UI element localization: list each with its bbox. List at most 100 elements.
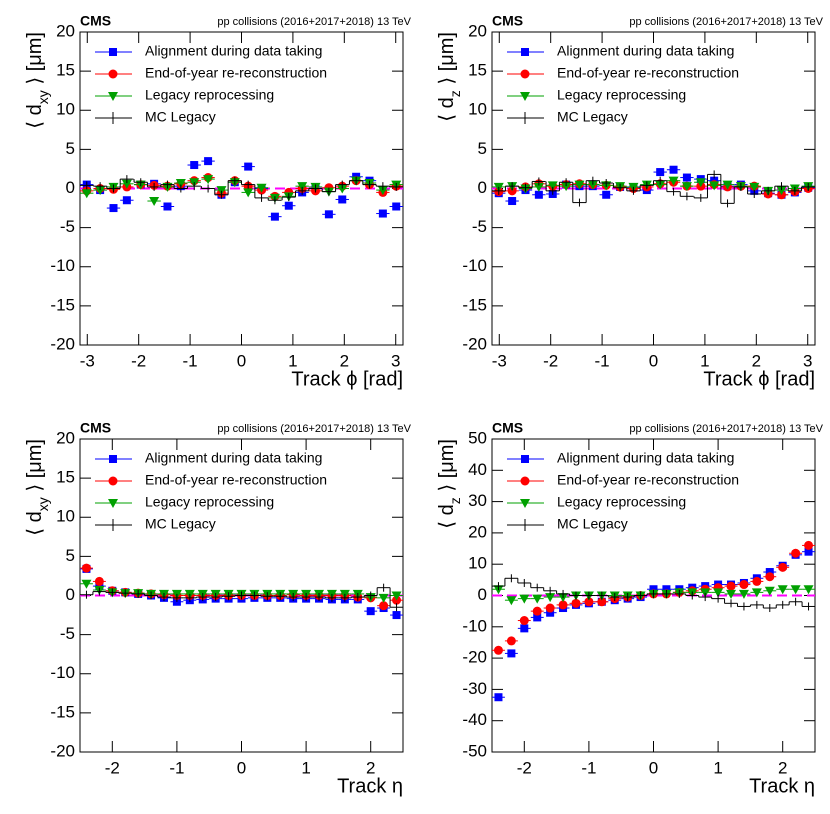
y-tick-label: -5: [60, 624, 75, 643]
triangle-marker: [81, 189, 92, 199]
legend-label: Legacy reprocessing: [145, 87, 274, 103]
legend-label: End-of-year re-reconstruction: [145, 472, 327, 488]
y-tick-label: 20: [56, 21, 75, 40]
x-tick-label: 1: [700, 351, 709, 370]
y-tick-label: -5: [472, 217, 487, 236]
experiment-label: CMS: [492, 13, 523, 29]
square-marker: [392, 611, 401, 620]
circle-marker: [558, 600, 568, 610]
circle-marker: [739, 580, 749, 590]
x-tick-label: 1: [301, 758, 310, 777]
triangle-marker: [790, 585, 801, 595]
circle-marker: [765, 572, 775, 582]
triangle-marker: [574, 180, 585, 190]
circle-marker: [379, 601, 389, 611]
circle-marker: [94, 576, 104, 586]
circle-marker: [726, 581, 736, 591]
triangle-marker: [520, 499, 530, 508]
x-tick-label: -1: [183, 351, 198, 370]
y-tick-label: 5: [66, 546, 75, 565]
legend-label: Alignment during data taking: [145, 450, 322, 466]
legend-label: Legacy reprocessing: [557, 494, 686, 510]
x-tick-label: 3: [391, 351, 400, 370]
legend-label: MC Legacy: [557, 109, 628, 125]
triangle-marker: [587, 180, 598, 190]
x-tick-label: 2: [340, 351, 349, 370]
triangle-marker: [561, 182, 572, 192]
y-tick-label: 5: [478, 139, 487, 158]
triangle-marker: [506, 596, 517, 606]
square-marker: [649, 585, 658, 594]
triangle-marker: [216, 186, 227, 196]
triangle-marker: [700, 588, 711, 598]
triangle-marker: [764, 586, 775, 596]
run-label: pp collisions (2016+2017+2018) 13 TeV: [217, 16, 411, 28]
y-tick-label: 0: [478, 178, 487, 197]
run-label: pp collisions (2016+2017+2018) 13 TeV: [629, 16, 823, 28]
y-tick-label: 50: [468, 428, 487, 447]
y-tick-label: 10: [468, 554, 487, 573]
x-tick-label: 2: [366, 758, 375, 777]
y-axis-label: ⟨ dz ⟩ [μm]: [436, 32, 462, 122]
square-marker: [682, 173, 691, 182]
x-tick-label: 0: [649, 758, 658, 777]
legend-label: MC Legacy: [145, 109, 216, 125]
y-tick-label: -50: [462, 741, 487, 760]
y-tick-label: -30: [462, 679, 487, 698]
legend-label: Legacy reprocessing: [557, 87, 686, 103]
triangle-marker: [709, 181, 720, 191]
circle-marker: [778, 562, 788, 572]
y-tick-label: -20: [462, 648, 487, 667]
triangle-marker: [655, 180, 666, 190]
triangle-marker: [777, 585, 788, 595]
y-axis-label-part: ⟨ d: [24, 104, 46, 128]
y-tick-label: -15: [50, 702, 75, 721]
run-label: pp collisions (2016+2017+2018) 13 TeV: [629, 423, 823, 435]
experiment-label: CMS: [492, 420, 523, 436]
square-marker: [662, 585, 671, 594]
triangle-marker: [297, 182, 308, 192]
x-axis-label: Track ϕ [rad]: [703, 368, 815, 390]
triangle-marker: [668, 176, 679, 186]
triangle-marker: [121, 179, 132, 189]
x-axis-label: Track η: [337, 775, 403, 797]
x-tick-label: -2: [517, 758, 532, 777]
circle-marker: [108, 476, 118, 486]
square-marker: [392, 202, 401, 211]
circle-marker: [81, 563, 91, 573]
square-marker: [602, 190, 611, 199]
triangle-marker: [695, 178, 706, 188]
square-marker: [804, 547, 813, 556]
triangle-marker: [520, 92, 530, 101]
legend-label: Alignment during data taking: [557, 43, 734, 59]
triangle-marker: [95, 186, 106, 196]
y-tick-label: 0: [66, 178, 75, 197]
square-marker: [765, 568, 774, 577]
square-marker: [163, 202, 172, 211]
square-marker: [204, 157, 213, 166]
triangle-marker: [726, 589, 737, 599]
triangle-marker: [532, 594, 543, 604]
x-tick-label: -1: [595, 351, 610, 370]
y-tick-label: 10: [56, 100, 75, 119]
x-tick-label: -2: [105, 758, 120, 777]
y-tick-label: -20: [462, 334, 487, 353]
x-tick-label: 3: [803, 351, 812, 370]
y-tick-label: 20: [468, 21, 487, 40]
x-tick-label: 1: [713, 758, 722, 777]
y-tick-label: 15: [468, 61, 487, 80]
y-tick-label: 20: [56, 428, 75, 447]
y-tick-label: 30: [468, 491, 487, 510]
circle-marker: [752, 576, 762, 586]
triangle-marker: [722, 180, 733, 190]
x-tick-label: -2: [131, 351, 146, 370]
circle-marker: [519, 616, 529, 626]
legend-label: Alignment during data taking: [145, 43, 322, 59]
x-axis-label: Track ϕ [rad]: [291, 368, 403, 390]
circle-marker: [520, 69, 530, 79]
y-axis-label-part: ⟨ d: [436, 97, 458, 121]
triangle-marker: [803, 585, 814, 595]
square-marker: [508, 197, 517, 206]
y-axis-label-part: xy: [35, 90, 51, 104]
